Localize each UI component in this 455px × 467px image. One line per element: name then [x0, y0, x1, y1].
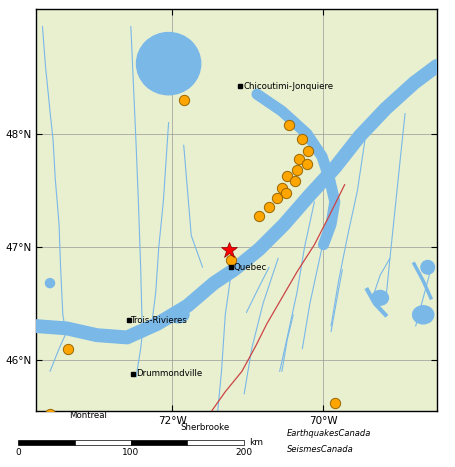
- Ellipse shape: [46, 279, 55, 288]
- Text: SeismesCanada: SeismesCanada: [287, 445, 354, 454]
- Text: Chicoutimi-Jonquiere: Chicoutimi-Jonquiere: [243, 82, 334, 91]
- Point: [46, 410, 54, 418]
- Point: [286, 121, 293, 128]
- Point: [305, 147, 312, 155]
- Ellipse shape: [413, 306, 434, 324]
- Point: [282, 189, 289, 196]
- Ellipse shape: [372, 290, 389, 305]
- Point: [265, 204, 273, 211]
- Ellipse shape: [136, 33, 201, 95]
- Point: [293, 166, 301, 174]
- Point: [256, 212, 263, 220]
- Text: km: km: [249, 438, 263, 447]
- Point: [298, 136, 306, 143]
- Text: Sherbrooke: Sherbrooke: [180, 424, 229, 432]
- Point: [331, 399, 339, 407]
- Ellipse shape: [421, 261, 435, 274]
- Bar: [187, 439, 243, 445]
- Point: [65, 345, 72, 353]
- Text: 100: 100: [122, 448, 140, 457]
- Bar: [18, 439, 75, 445]
- Text: Quebec: Quebec: [233, 263, 267, 272]
- Point: [180, 96, 187, 104]
- Point: [278, 184, 286, 192]
- Text: Trois-Rivieres: Trois-Rivieres: [131, 316, 188, 325]
- Ellipse shape: [168, 307, 189, 323]
- Point: [296, 155, 303, 163]
- Bar: [131, 439, 187, 445]
- Point: [303, 161, 310, 168]
- Point: [228, 257, 235, 264]
- Point: [283, 172, 291, 179]
- Text: EarthquakesCanada: EarthquakesCanada: [287, 429, 371, 438]
- Point: [273, 195, 280, 202]
- Bar: [75, 439, 131, 445]
- Text: Montreal: Montreal: [69, 411, 107, 420]
- Text: 0: 0: [15, 448, 21, 457]
- Point: [291, 177, 298, 185]
- Text: Drummondville: Drummondville: [136, 369, 202, 378]
- Text: 200: 200: [235, 448, 252, 457]
